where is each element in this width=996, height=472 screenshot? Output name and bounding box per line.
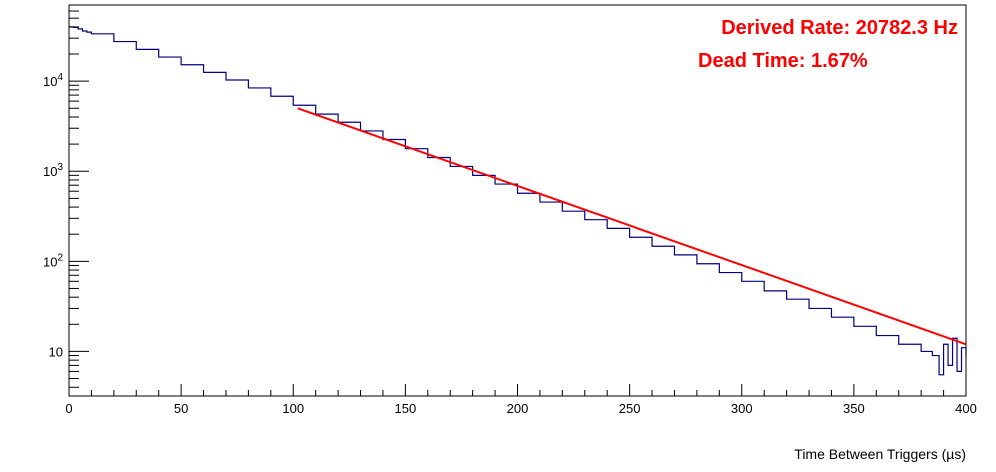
fit-series [297, 107, 967, 346]
dead-time-annotation: Dead Time: 1.67% [698, 50, 868, 72]
histogram-series [69, 26, 967, 376]
y-tick-base: 10 [43, 164, 57, 179]
y-tick-exponent: 4 [57, 72, 63, 83]
x-tick-label: 350 [843, 401, 865, 416]
y-tick-base: 10 [43, 74, 57, 89]
x-tick-label: 0 [65, 401, 72, 416]
x-tick-label: 150 [395, 401, 417, 416]
fit-layer [297, 107, 967, 346]
x-tick-label: 250 [619, 401, 641, 416]
x-tick-label: 50 [174, 401, 188, 416]
y-tick-label: 10 [49, 344, 63, 359]
histogram-layer [69, 26, 967, 376]
y-tick-exponent: 2 [57, 252, 63, 263]
x-axis: 0 50 100 150 200 250 300 350 400 [65, 384, 977, 416]
y-tick-base: 10 [43, 254, 57, 269]
x-tick-label: 300 [731, 401, 753, 416]
y-tick-label: 103 [43, 162, 63, 179]
y-tick-label: 104 [43, 72, 63, 89]
y-tick-label: 102 [43, 252, 63, 269]
plot-area [69, 5, 966, 396]
x-tick-label: 100 [282, 401, 304, 416]
x-axis-title: Time Between Triggers (µs) [794, 446, 966, 462]
x-tick-label: 200 [507, 401, 529, 416]
derived-rate-annotation: Derived Rate: 20782.3 Hz [721, 17, 958, 39]
y-tick-base: 10 [49, 344, 63, 359]
y-tick-exponent: 3 [57, 162, 63, 173]
x-tick-label: 400 [955, 401, 977, 416]
